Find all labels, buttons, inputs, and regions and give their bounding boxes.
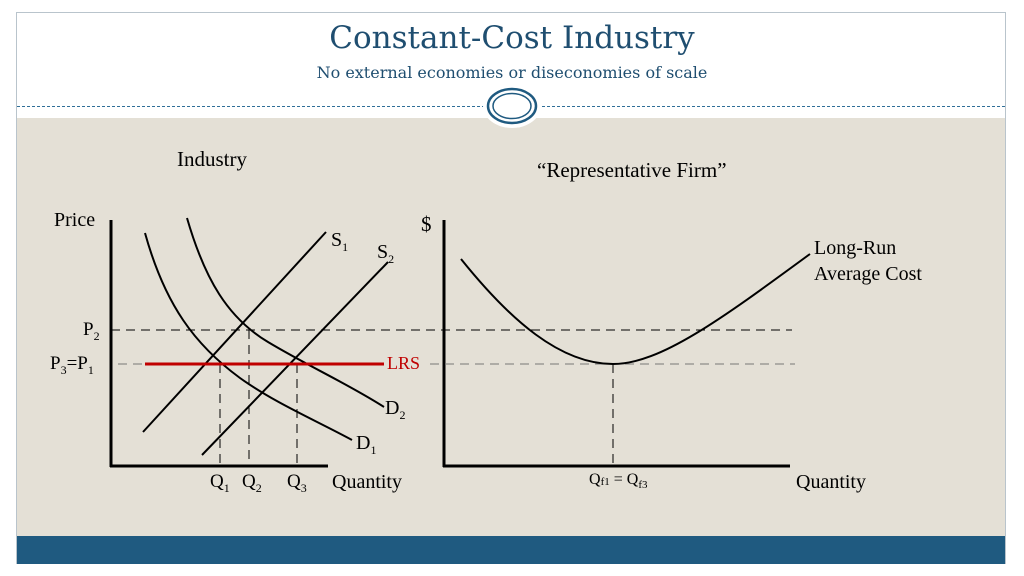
slide-title: Constant-Cost Industry <box>329 20 695 56</box>
demand-curve-1 <box>144 232 353 441</box>
supply-2-label: S2 <box>377 241 395 266</box>
firm-heading: “Representative Firm” <box>537 158 727 182</box>
lrac-curve <box>460 253 811 366</box>
industry-x-axis-label: Quantity <box>332 471 402 493</box>
firm-y-axis-label: $ <box>421 212 432 236</box>
q3-label: Q3 <box>287 471 307 495</box>
footer-bar <box>17 536 1005 564</box>
q1-label: Q1 <box>210 471 230 495</box>
demand-2-label: D2 <box>385 397 406 422</box>
slide-subtitle: No external economies or diseconomies of… <box>316 63 708 82</box>
qf-label: Qf1 = Qf3 <box>589 471 648 491</box>
lrs-label: LRS <box>387 353 421 373</box>
industry-heading: Industry <box>177 147 247 171</box>
lrac-label-line1: Long-Run <box>814 237 897 259</box>
firm-x-axis-label: Quantity <box>796 471 866 493</box>
oval-ornament-icon <box>483 84 541 128</box>
price-2-label: P2 <box>83 319 100 343</box>
lrac-label-line2: Average Cost <box>814 263 922 285</box>
industry-y-axis-label: Price <box>54 209 96 231</box>
price-3-eq-price-1-label: P3=P1 <box>50 353 94 377</box>
supply-curve-1 <box>142 231 327 433</box>
demand-curve-2 <box>186 217 385 408</box>
supply-1-label: S1 <box>331 229 349 254</box>
demand-1-label: D1 <box>356 432 377 457</box>
q2-label: Q2 <box>242 471 262 495</box>
